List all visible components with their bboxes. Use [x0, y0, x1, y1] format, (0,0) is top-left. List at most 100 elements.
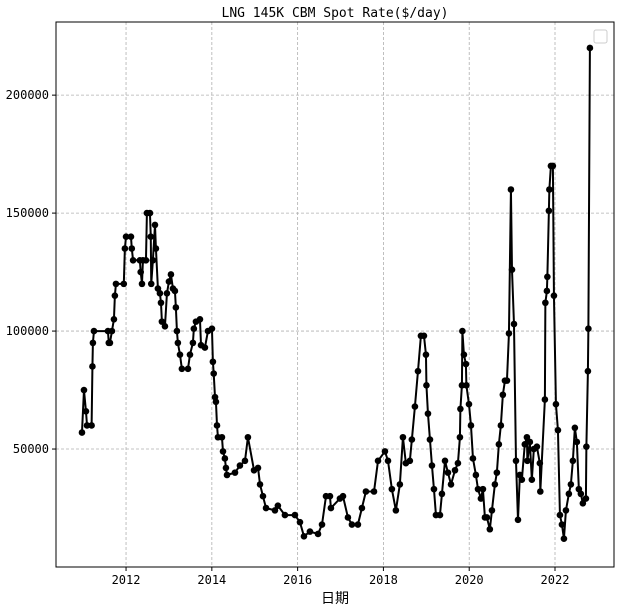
x-tick-label: 2014	[197, 573, 226, 587]
data-point	[172, 304, 180, 311]
x-tick-label: 2018	[369, 573, 398, 587]
data-point	[189, 339, 197, 347]
data-point	[256, 481, 264, 488]
data-point	[396, 481, 404, 488]
data-point	[374, 457, 382, 465]
data-point	[158, 318, 166, 325]
data-point	[218, 433, 226, 441]
data-point	[208, 325, 216, 333]
data-point	[209, 358, 217, 366]
data-point	[111, 292, 119, 299]
data-point	[546, 186, 553, 193]
data-point	[583, 443, 590, 450]
data-point	[436, 511, 444, 519]
data-point	[254, 464, 262, 472]
data-point	[467, 422, 475, 429]
data-point	[560, 535, 568, 542]
data-point	[586, 44, 594, 52]
data-point	[544, 273, 551, 281]
data-point	[186, 351, 194, 358]
data-point	[344, 514, 352, 521]
data-point	[244, 433, 252, 441]
data-point	[454, 459, 462, 467]
data-point	[411, 403, 419, 410]
data-point	[499, 391, 507, 399]
data-point	[121, 245, 129, 252]
data-point	[541, 396, 549, 403]
data-point	[89, 363, 96, 370]
data-point	[562, 507, 570, 514]
x-tick-label: 2020	[455, 573, 484, 587]
data-point	[163, 290, 171, 297]
data-point	[573, 438, 581, 446]
data-point	[523, 433, 531, 441]
data-point	[127, 233, 135, 240]
data-point	[296, 518, 304, 526]
data-point	[424, 410, 432, 417]
data-point	[176, 351, 184, 358]
data-point	[423, 382, 430, 389]
data-point	[488, 507, 496, 514]
data-point	[348, 521, 356, 528]
data-point	[414, 367, 422, 375]
data-point	[300, 533, 308, 540]
data-point	[399, 433, 407, 441]
data-point	[441, 457, 449, 465]
data-point	[236, 462, 244, 469]
data-point	[550, 292, 558, 299]
data-point	[88, 422, 95, 429]
data-point	[384, 457, 392, 465]
data-point	[459, 327, 466, 335]
data-point	[151, 221, 159, 229]
data-point	[146, 209, 154, 217]
data-point	[213, 422, 221, 429]
data-point	[462, 360, 470, 368]
data-point	[486, 525, 494, 533]
data-point	[259, 492, 267, 500]
data-point	[518, 476, 526, 484]
data-point	[524, 457, 531, 465]
data-point	[262, 504, 270, 512]
data-point	[381, 448, 389, 455]
series-line	[78, 44, 594, 542]
data-point	[549, 162, 557, 170]
data-point	[167, 271, 175, 278]
data-point	[201, 344, 209, 351]
data-point	[469, 455, 477, 462]
data-point	[161, 323, 169, 330]
data-point	[521, 441, 529, 448]
data-point	[106, 339, 114, 347]
data-point	[152, 245, 160, 252]
data-point	[210, 370, 218, 377]
data-point	[460, 351, 468, 358]
data-point	[83, 422, 91, 429]
data-point	[542, 299, 549, 307]
data-point	[479, 485, 487, 493]
data-point	[89, 339, 97, 347]
data-point	[358, 504, 366, 512]
data-point	[354, 521, 362, 528]
y-tick-label: 150000	[6, 206, 49, 220]
data-point	[477, 495, 485, 502]
x-tick-label: 2016	[283, 573, 312, 587]
data-point	[577, 490, 585, 498]
data-point	[80, 386, 88, 394]
data-point	[456, 433, 464, 441]
data-point	[582, 495, 590, 502]
data-point	[474, 485, 482, 493]
data-point	[408, 436, 416, 443]
data-point	[147, 280, 155, 288]
data-point	[156, 290, 164, 297]
data-point	[493, 469, 501, 476]
data-point	[422, 351, 430, 358]
data-point	[314, 530, 322, 538]
data-point	[388, 485, 396, 493]
data-point	[497, 422, 505, 429]
data-point	[457, 405, 464, 413]
data-point	[472, 471, 480, 479]
data-point	[281, 511, 289, 519]
data-point	[569, 457, 577, 465]
data-point	[512, 457, 520, 465]
data-point	[291, 511, 299, 519]
data-point	[149, 256, 157, 264]
